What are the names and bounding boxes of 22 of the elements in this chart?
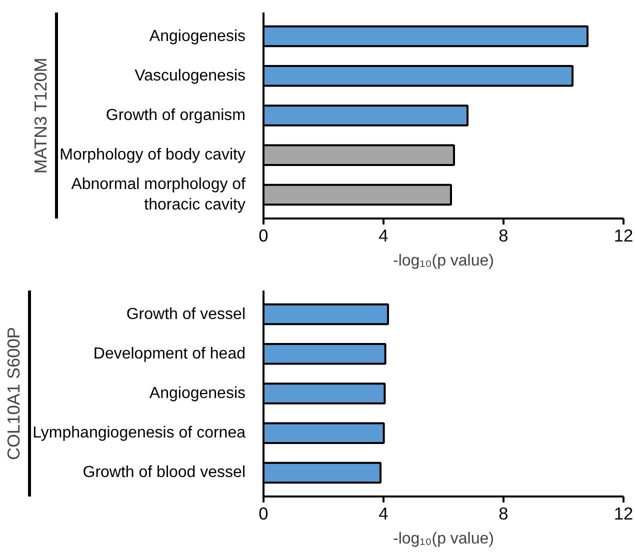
- y-tick-label: Development of head: [93, 345, 246, 362]
- y-tick-label: Vasculogenesis: [134, 67, 246, 84]
- y-axis-title: MATN3 T120M: [30, 58, 50, 174]
- y-tick-label: Growth of vessel: [126, 306, 246, 323]
- y-tick-label: Lymphangiogenesis of cornea: [32, 424, 246, 442]
- x-tick-label: 0: [258, 226, 268, 246]
- y-tick-label: Angiogenesis: [149, 28, 246, 45]
- x-axis-title: -log₁₀(p value): [393, 252, 494, 270]
- x-tick-label: 0: [258, 504, 268, 524]
- x-tick-label: 8: [498, 226, 508, 246]
- x-tick-label: 8: [498, 504, 508, 524]
- y-tick-label: Growth of blood vessel: [82, 464, 246, 482]
- y-tick-label: Growth of organism: [106, 107, 246, 124]
- x-tick-label: 4: [378, 504, 389, 524]
- x-tick-label: 12: [614, 226, 634, 246]
- x-axis-title: -log₁₀(p value): [393, 530, 494, 548]
- y-tick-label: Morphology of body cavity: [60, 146, 246, 164]
- x-tick-label: 4: [378, 226, 389, 246]
- y-tick-label: Abnormal morphology of thoracic cavity: [71, 176, 246, 214]
- y-axis-title: COL10A1 S600P: [4, 327, 24, 460]
- x-tick-label: 12: [614, 504, 634, 524]
- y-tick-label: Angiogenesis: [149, 385, 246, 402]
